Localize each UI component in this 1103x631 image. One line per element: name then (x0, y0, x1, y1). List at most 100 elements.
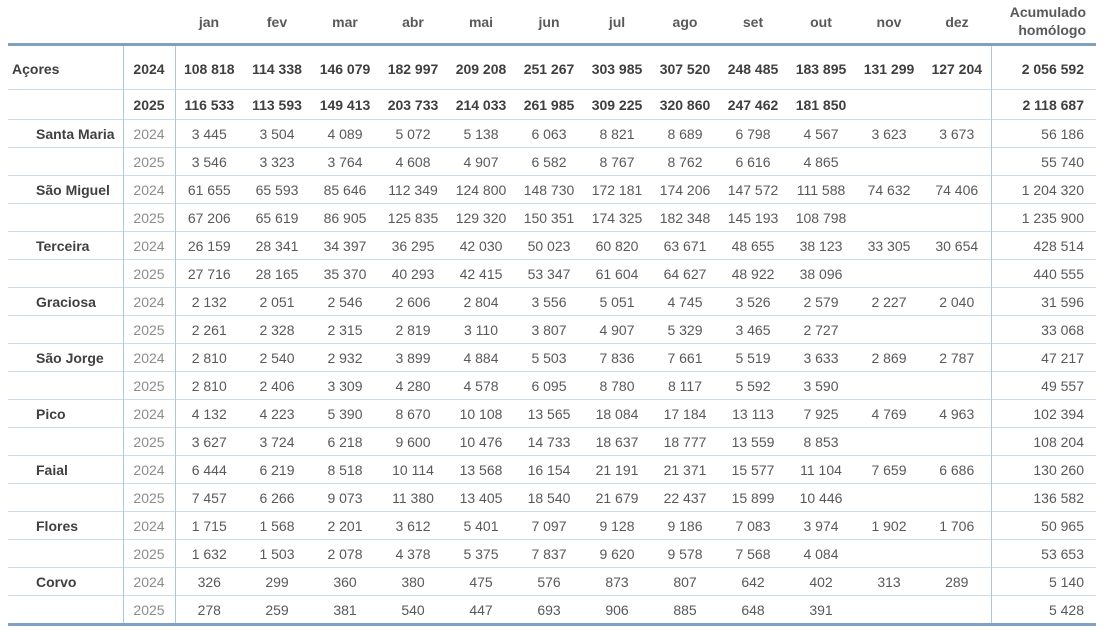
year-cell: 2024 (122, 175, 176, 204)
value-cell: 6 218 (327, 433, 363, 450)
island-name-cell: São Jorge (36, 349, 104, 366)
value-cell: 2 810 (191, 377, 227, 394)
acumulado-cell: 2 056 592 (990, 44, 1096, 90)
value-cell (923, 372, 991, 400)
value-cell: 5 375 (463, 545, 499, 562)
value-cell: 10 476 (459, 433, 503, 450)
value-cell: 2 040 (939, 293, 975, 310)
value-cell: 7 097 (531, 517, 567, 534)
value-cell: 7 083 (735, 517, 771, 534)
acumulado-header-line1: Acumulado (1009, 4, 1086, 20)
value-cell (923, 484, 991, 512)
year-cell: 2024 (122, 44, 176, 90)
value-cell: 28 165 (255, 265, 299, 282)
value-cell: 13 405 (459, 489, 503, 506)
island-name-cell: Santa Maria (36, 125, 115, 142)
value-cell (923, 148, 991, 176)
value-cell: 114 338 (252, 60, 302, 77)
year-cell: 2024 (122, 399, 176, 428)
value-cell: 5 138 (463, 125, 499, 142)
value-cell: 4 567 (803, 125, 839, 142)
year-cell: 2024 (122, 511, 176, 540)
acumulado-cell: 2 118 687 (990, 89, 1096, 120)
year-cell: 2025 (122, 89, 176, 120)
value-cell: 15 577 (731, 461, 775, 478)
value-cell: 8 780 (599, 377, 635, 394)
value-cell: 172 181 (591, 181, 643, 198)
value-cell: 203 733 (387, 96, 439, 113)
table-body: Açores 2024 108 818 114 338 146 079 182 997 20… (8, 44, 1096, 625)
acumulado-cell: 33 068 (990, 315, 1096, 344)
value-cell: 4 132 (191, 405, 227, 422)
value-cell: 3 556 (531, 293, 567, 310)
table-row: Santa Maria 2024 3 445 3 504 4 089 5 072 5 138… (8, 119, 1096, 148)
value-cell: 8 689 (667, 125, 703, 142)
value-cell: 289 (945, 573, 969, 590)
value-cell: 3 110 (464, 321, 498, 338)
value-cell: 3 612 (395, 517, 431, 534)
value-cell (855, 90, 923, 120)
value-cell: 3 724 (259, 433, 295, 450)
value-cell (855, 596, 923, 625)
value-cell: 4 745 (667, 293, 703, 310)
value-cell: 64 627 (663, 265, 707, 282)
value-cell: 42 415 (459, 265, 503, 282)
value-cell: 3 764 (327, 153, 363, 170)
value-cell: 183 895 (795, 60, 847, 77)
value-cell: 4 963 (939, 405, 975, 422)
month-header-jan: jan (198, 13, 220, 30)
value-cell: 9 620 (599, 545, 635, 562)
value-cell: 259 (265, 601, 289, 618)
value-cell: 61 655 (187, 181, 231, 198)
value-cell: 2 315 (327, 321, 363, 338)
value-cell: 5 592 (735, 377, 771, 394)
acumulado-cell: 50 965 (990, 511, 1096, 540)
value-cell: 182 348 (659, 209, 711, 226)
value-cell: 67 206 (187, 209, 231, 226)
value-cell: 6 686 (939, 461, 975, 478)
value-cell (923, 260, 991, 288)
value-cell: 309 225 (591, 96, 643, 113)
value-cell: 16 154 (527, 461, 571, 478)
value-cell: 2 579 (803, 293, 839, 310)
value-cell (923, 90, 991, 120)
value-cell (923, 204, 991, 232)
header-row: jan fev mar abr mai jun jul ago set out … (8, 0, 1096, 45)
value-cell (855, 372, 923, 400)
table-row: Flores 2024 1 715 1 568 2 201 3 612 5 401 7 097… (8, 511, 1096, 540)
year-cell: 2025 (122, 203, 176, 232)
value-cell (923, 316, 991, 344)
value-cell: 1 632 (191, 545, 227, 562)
island-column-header (8, 0, 123, 45)
value-cell: 4 769 (871, 405, 907, 422)
month-header-jun: jun (538, 13, 560, 30)
value-cell: 6 616 (735, 153, 771, 170)
value-cell: 35 370 (323, 265, 367, 282)
value-cell: 48 655 (731, 237, 775, 254)
value-cell: 2 869 (871, 349, 907, 366)
value-cell: 5 503 (531, 349, 567, 366)
year-cell: 2024 (122, 231, 176, 260)
month-header-jul: jul (608, 13, 626, 30)
table-row: Faial 2024 6 444 6 219 8 518 10 114 13 568 16 1… (8, 455, 1096, 484)
value-cell: 112 349 (388, 181, 438, 198)
island-name-cell (8, 372, 123, 400)
value-cell: 5 051 (599, 293, 635, 310)
year-cell: 2024 (122, 119, 176, 148)
monthly-stats-table: jan fev mar abr mai jun jul ago set out … (8, 0, 1096, 626)
value-cell: 3 590 (803, 377, 839, 394)
table-row: 2025 1 632 1 503 2 078 4 378 5 375 7 837 9 620 9… (8, 539, 1096, 568)
table-row: Graciosa 2024 2 132 2 051 2 546 2 606 2 804 3 5… (8, 287, 1096, 316)
value-cell: 6 095 (531, 377, 567, 394)
year-cell: 2025 (122, 371, 176, 400)
acumulado-cell: 130 260 (990, 455, 1096, 484)
value-cell: 3 504 (259, 125, 295, 142)
value-cell: 11 380 (392, 489, 434, 506)
value-cell: 36 295 (391, 237, 435, 254)
acumulado-header-line2: homólogo (1018, 21, 1086, 38)
value-cell: 13 568 (459, 461, 503, 478)
value-cell: 42 030 (459, 237, 503, 254)
value-cell (855, 204, 923, 232)
value-cell (855, 148, 923, 176)
value-cell: 3 974 (803, 517, 839, 534)
